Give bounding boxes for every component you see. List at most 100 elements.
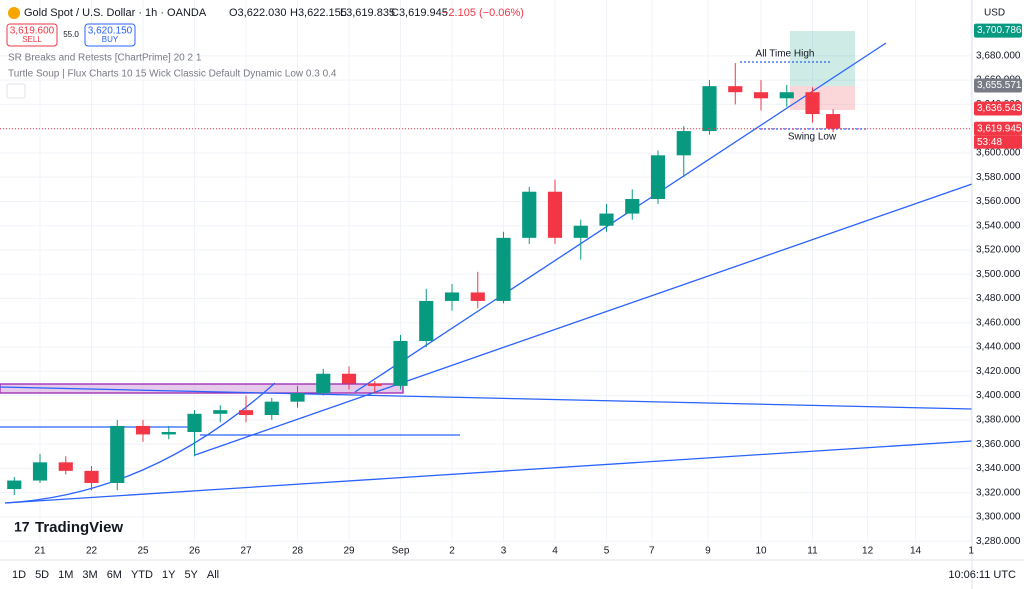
x-tick-label: 11	[807, 546, 818, 557]
candle-body	[826, 114, 841, 129]
x-tick-label: 26	[189, 546, 201, 557]
buy-button[interactable]	[84, 23, 136, 47]
x-tick-label: 14	[910, 546, 922, 557]
y-tick-label: 3,540.000	[976, 220, 1021, 231]
range-button[interactable]: 6M	[107, 569, 122, 581]
candle-body	[779, 92, 794, 99]
countdown: 53:48	[977, 137, 1002, 148]
price-label-box	[974, 78, 1022, 93]
candle-body	[110, 425, 125, 483]
y-tick-label: 3,320.000	[976, 487, 1021, 498]
indicator[interactable]: Turtle Soup | Flux Charts 10 15 Wick Cla…	[8, 69, 337, 80]
price-label-box	[974, 101, 1022, 116]
x-tick-label: 3	[501, 546, 507, 557]
range-button[interactable]: 5D	[35, 569, 49, 581]
candle-body	[676, 131, 691, 156]
candle-body	[161, 432, 176, 435]
indicator[interactable]: SR Breaks and Retests [ChartPrime] 20 2 …	[8, 53, 202, 64]
stop-zone	[790, 86, 855, 110]
y-tick-label: 3,340.000	[976, 463, 1021, 474]
trend-curve	[4, 382, 276, 504]
price-label-box	[974, 23, 1022, 38]
clock: 10:06:11 UTC	[948, 569, 1016, 581]
candle-body	[470, 292, 485, 301]
candle-body	[547, 191, 563, 238]
open: O3,622.030	[229, 7, 287, 19]
x-tick-label: 5	[604, 546, 610, 557]
x-tick-label: 1	[968, 546, 974, 557]
buy-price: 3,620.150	[88, 26, 133, 37]
swing-low-label: Swing Low	[788, 132, 837, 143]
trend-line	[194, 183, 973, 456]
trend-line	[0, 386, 973, 410]
candle-body	[316, 373, 331, 394]
y-tick-label: 3,460.000	[976, 317, 1021, 328]
candle-body	[702, 86, 717, 132]
change: −2.105 (−0.06%)	[442, 7, 524, 19]
y-tick-label: 3,520.000	[976, 245, 1021, 256]
candle-body	[341, 373, 357, 384]
y-tick-label: 3,560.000	[976, 196, 1021, 207]
y-tick-label: 3,380.000	[976, 415, 1021, 426]
candle-body	[753, 92, 769, 99]
candle-body	[625, 199, 640, 214]
price-label: 3,619.945	[977, 123, 1022, 134]
x-tick-label: 9	[705, 546, 711, 557]
price-label: 3,655.571	[977, 80, 1022, 91]
x-tick-label: 28	[292, 546, 304, 557]
y-tick-label: 3,360.000	[976, 439, 1021, 450]
price-label: 3,700.786	[977, 25, 1022, 36]
drawings	[0, 31, 973, 504]
candle-body	[58, 462, 73, 471]
candle-body	[7, 480, 22, 490]
y-tick-label: 3,680.000	[976, 50, 1021, 61]
x-tick-label: 29	[343, 546, 355, 557]
close: C3,619.945	[391, 7, 448, 19]
candle-body	[599, 213, 614, 226]
range-button[interactable]: 1M	[58, 569, 73, 581]
collapse-button[interactable]	[6, 83, 26, 99]
x-tick-label: 4	[552, 546, 558, 557]
range-button[interactable]: All	[207, 569, 219, 581]
y-tick-label: 3,580.000	[976, 172, 1021, 183]
range-button[interactable]: 5Y	[184, 569, 198, 581]
candle-body	[728, 86, 743, 93]
buy-label: BUY	[102, 35, 119, 44]
x-tick-label: 12	[862, 546, 874, 557]
candle-body	[393, 340, 408, 386]
candle-body	[522, 191, 537, 238]
currency[interactable]: USD	[984, 8, 1005, 19]
candle-body	[367, 383, 382, 386]
sell-price: 3,619.600	[10, 26, 55, 37]
candle-body	[805, 92, 820, 115]
y-tick-label: 3,300.000	[976, 512, 1021, 523]
x-tick-label: 7	[649, 546, 655, 557]
sell-button[interactable]	[6, 23, 58, 47]
range-button[interactable]: YTD	[131, 569, 153, 581]
x-tick-label: 27	[240, 546, 252, 557]
y-tick-label: 3,420.000	[976, 366, 1021, 377]
candle-body	[264, 401, 279, 416]
y-tick-label: 3,440.000	[976, 342, 1021, 353]
price-label: 3,636.543	[977, 103, 1022, 114]
range-button[interactable]: 3M	[82, 569, 97, 581]
y-tick-label: 3,400.000	[976, 390, 1021, 401]
symbol-icon	[8, 7, 20, 19]
price-label-box	[974, 121, 1022, 136]
range-button[interactable]: 1D	[12, 569, 26, 581]
candle-body	[32, 462, 48, 481]
spread: 55.0	[63, 30, 79, 39]
countdown-box	[974, 135, 1022, 149]
low: L3,619.835	[340, 7, 395, 19]
candle-body	[573, 225, 588, 238]
x-tick-label: 2	[449, 546, 455, 557]
symbol[interactable]: Gold Spot / U.S. Dollar · 1h · OANDA	[24, 7, 207, 19]
high: H3,622.155	[290, 7, 347, 19]
x-tick-label: 10	[755, 546, 767, 557]
x-tick-label: 25	[137, 546, 149, 557]
candle-body	[290, 393, 305, 402]
x-tick-label: Sep	[392, 546, 410, 557]
range-button[interactable]: 1Y	[162, 569, 176, 581]
